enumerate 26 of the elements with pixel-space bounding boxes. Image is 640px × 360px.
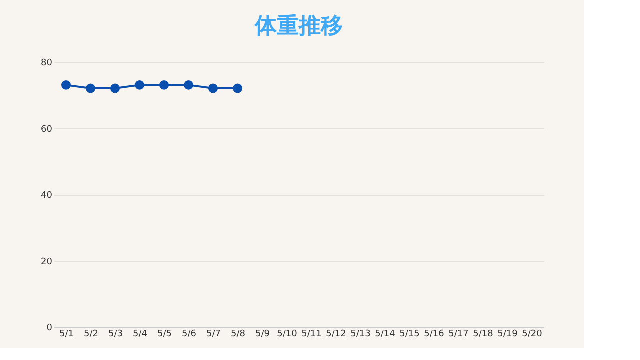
x-tick-label: 5/14	[375, 330, 396, 340]
x-tick-label: 5/6	[182, 330, 197, 340]
x-tick-label: 5/17	[448, 330, 469, 340]
x-tick-label: 5/12	[326, 330, 346, 340]
x-tick-label: 5/16	[424, 330, 445, 340]
x-tick-label: 5/19	[498, 330, 518, 340]
x-tick-label: 5/9	[256, 330, 270, 340]
x-tick-label: 5/10	[277, 330, 298, 340]
y-tick-label: 80	[41, 58, 53, 68]
x-tick-label: 5/8	[231, 330, 246, 340]
x-tick-label: 5/13	[350, 330, 371, 340]
y-tick-label: 20	[41, 257, 53, 268]
x-tick-label: 5/4	[133, 330, 148, 340]
y-tick-label: 60	[41, 124, 53, 135]
y-tick-label: 40	[41, 191, 53, 201]
y-tick-label: 0	[46, 324, 53, 334]
x-tick-label: 5/18	[473, 330, 494, 340]
x-tick-label: 5/2	[84, 330, 98, 340]
x-tick-label: 5/20	[522, 330, 543, 340]
x-tick-label: 5/1	[60, 330, 74, 340]
chart-title: 体重推移	[254, 14, 343, 39]
x-tick-label: 5/5	[158, 330, 172, 340]
x-tick-label: 5/3	[108, 330, 123, 340]
x-tick-label: 5/11	[302, 330, 322, 340]
x-tick-label: 5/7	[206, 330, 221, 340]
x-tick-label: 5/15	[400, 330, 420, 340]
